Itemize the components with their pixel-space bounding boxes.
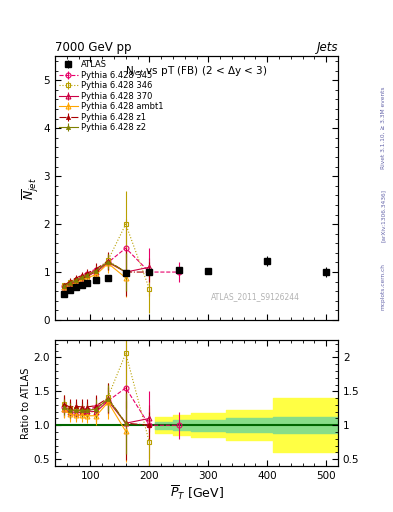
Text: [arXiv:1306.3436]: [arXiv:1306.3436] <box>381 188 386 242</box>
Text: mcplots.cern.ch: mcplots.cern.ch <box>381 263 386 310</box>
Legend: ATLAS, Pythia 6.428 345, Pythia 6.428 346, Pythia 6.428 370, Pythia 6.428 ambt1,: ATLAS, Pythia 6.428 345, Pythia 6.428 34… <box>57 59 165 134</box>
Y-axis label: Ratio to ATLAS: Ratio to ATLAS <box>21 368 31 439</box>
Text: 7000 GeV pp: 7000 GeV pp <box>55 41 132 54</box>
Text: N$_{jet}$ vs pT (FB) (2 < $\Delta$y < 3): N$_{jet}$ vs pT (FB) (2 < $\Delta$y < 3) <box>125 64 268 79</box>
Text: Rivet 3.1.10, ≥ 3.3M events: Rivet 3.1.10, ≥ 3.3M events <box>381 87 386 169</box>
X-axis label: $\overline{P}_T$ [GeV]: $\overline{P}_T$ [GeV] <box>169 483 224 502</box>
Text: Jets: Jets <box>316 41 338 54</box>
Text: ATLAS_2011_S9126244: ATLAS_2011_S9126244 <box>211 292 299 301</box>
Y-axis label: $\overline{N}_{jet}$: $\overline{N}_{jet}$ <box>21 177 41 200</box>
